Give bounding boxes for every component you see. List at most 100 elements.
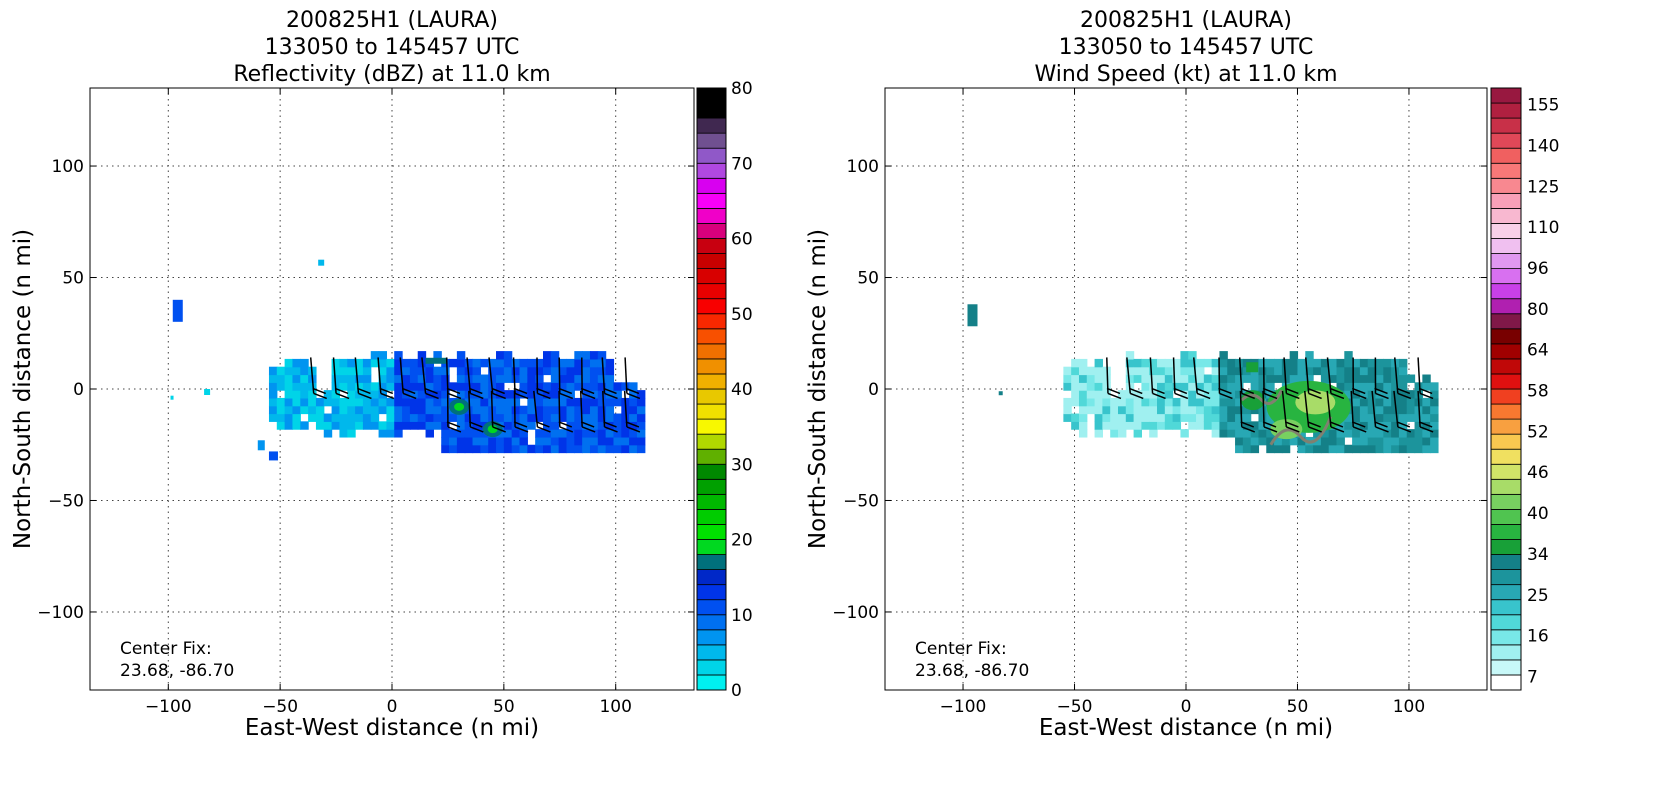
- data-cell: [433, 421, 442, 430]
- data-cell: [503, 413, 513, 422]
- data-cell: [605, 421, 615, 430]
- data-cell: [1422, 436, 1431, 446]
- data-cell: [1281, 358, 1291, 368]
- barb-flag: [1418, 387, 1433, 395]
- data-cell: [574, 382, 583, 391]
- colorbar-swatch: [1490, 554, 1522, 570]
- data-cell: [1211, 366, 1221, 376]
- data-cell: [433, 374, 442, 383]
- data-cell: [1430, 429, 1439, 438]
- colorbar-swatch: [696, 223, 727, 239]
- data-cell: [613, 413, 622, 422]
- data-cell: [308, 413, 317, 422]
- data-cell: [1430, 421, 1439, 430]
- barb-flag: [1419, 392, 1434, 400]
- data-cell: [1430, 413, 1439, 422]
- data-cell: [480, 436, 489, 446]
- data-cell: [315, 413, 325, 422]
- barb-flag: [626, 426, 641, 433]
- data-cell: [1164, 421, 1174, 430]
- data-cell: [1430, 382, 1439, 391]
- data-cell: [425, 366, 434, 376]
- data-cell: [1250, 436, 1260, 446]
- data-cell: [1180, 405, 1189, 415]
- data-cell: [402, 374, 411, 383]
- data-cell: [1164, 413, 1174, 422]
- data-cell: [370, 358, 380, 368]
- data-cell: [1235, 421, 1244, 430]
- data-cell: [1250, 374, 1260, 383]
- data-cell: [566, 444, 575, 454]
- data-cell: [550, 358, 560, 368]
- data-cell: [1164, 405, 1174, 415]
- barb-staff: [1371, 390, 1377, 427]
- data-cell: [566, 429, 575, 438]
- wind-barb: [623, 390, 641, 433]
- data-cell: [1219, 351, 1228, 360]
- chart-title-line-3: Reflectivity (dBZ) at 11.0 km: [233, 62, 550, 87]
- data-cell: [558, 366, 568, 376]
- data-cell: [558, 358, 568, 368]
- data-cell: [527, 397, 536, 407]
- data-cell: [1164, 366, 1174, 376]
- data-cell: [629, 390, 638, 399]
- data-cell: [300, 374, 309, 383]
- barb-staff: [1350, 390, 1354, 427]
- data-cell: [1391, 382, 1400, 391]
- data-cell: [1414, 382, 1423, 391]
- data-cell: [1164, 390, 1174, 399]
- data-cell: [323, 421, 333, 430]
- data-cell: [300, 358, 309, 368]
- data-cell: [1149, 358, 1158, 368]
- data-cell: [456, 429, 466, 438]
- data-cell: [441, 413, 450, 422]
- data-cell: [1157, 358, 1166, 368]
- data-cell: [292, 413, 301, 422]
- data-cell: [425, 421, 434, 430]
- colorbar-tick-label: 16: [1527, 627, 1549, 647]
- echo-top-cell: [425, 357, 448, 364]
- data-cell: [503, 351, 513, 360]
- data-cell: [1227, 358, 1236, 368]
- data-cell: [1078, 382, 1088, 391]
- data-cell: [1352, 382, 1361, 391]
- x-tick-label: 50: [493, 697, 515, 717]
- data-cell: [597, 436, 607, 446]
- data-cell: [519, 382, 528, 391]
- barb-flag: [1240, 387, 1255, 395]
- data-cell: [1344, 358, 1353, 368]
- data-cell: [535, 397, 544, 407]
- data-cell: [566, 413, 575, 422]
- data-cell: [1344, 421, 1353, 430]
- isolated-echo: [268, 451, 278, 461]
- wind-barb: [1262, 390, 1278, 433]
- data-cell: [605, 436, 615, 446]
- data-cell: [503, 444, 513, 454]
- data-cell: [527, 413, 536, 422]
- data-cell: [511, 358, 521, 368]
- colorbar-swatch: [696, 177, 727, 194]
- barb-staff: [579, 390, 583, 427]
- data-cell: [1406, 413, 1416, 422]
- data-cell: [1375, 405, 1384, 415]
- barb-flag: [537, 426, 551, 433]
- data-cell: [636, 397, 646, 407]
- data-cell: [574, 351, 583, 360]
- colorbar-tick-label: 80: [1527, 300, 1549, 320]
- data-cell: [1078, 390, 1088, 399]
- barb-flag: [334, 387, 349, 395]
- colorbar-swatch: [696, 418, 727, 435]
- data-cell: [1398, 444, 1408, 454]
- data-cell: [574, 413, 583, 422]
- data-cell: [543, 413, 552, 422]
- data-cell: [480, 444, 489, 454]
- barb-flag: [513, 387, 528, 395]
- data-cell: [1086, 374, 1096, 383]
- barb-flag: [536, 421, 550, 428]
- data-cell: [409, 374, 419, 383]
- data-cell: [636, 436, 646, 446]
- colorbar-swatch: [1490, 283, 1522, 300]
- barb-flag: [1329, 387, 1344, 395]
- wind-barb: [1193, 357, 1211, 400]
- data-cell: [1422, 382, 1431, 391]
